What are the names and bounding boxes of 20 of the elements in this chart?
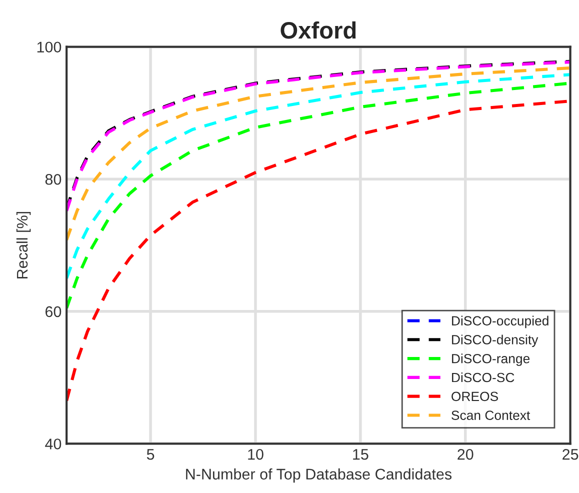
x-tick-label: 10 <box>248 448 264 460</box>
y-tick-label: 80 <box>45 174 62 185</box>
legend-label: Scan Context <box>452 410 530 420</box>
y-axis-title: Recall [%] <box>16 212 31 278</box>
legend-label: DiSCO-range <box>452 354 530 366</box>
line-series <box>66 73 570 280</box>
y-tick-label: 100 <box>37 42 62 53</box>
x-tick-label: 25 <box>562 448 578 460</box>
legend-label: DiSCO-occupied <box>452 316 548 328</box>
y-tick-label: 60 <box>46 306 62 318</box>
line-series <box>66 66 570 242</box>
x-tick-label: 5 <box>146 449 154 460</box>
x-tick-label: 15 <box>353 449 368 460</box>
legend-label: DiSCO-density <box>452 334 538 347</box>
y-tick-label: 40 <box>45 438 62 450</box>
legend-label: OREOS <box>452 392 498 402</box>
x-axis-title: N-Number of Top Database Candidates <box>186 468 452 483</box>
legend-label: DiSCO-SC <box>452 372 514 382</box>
x-tick-label: 20 <box>458 448 474 460</box>
chart-title: Oxford <box>280 21 356 39</box>
